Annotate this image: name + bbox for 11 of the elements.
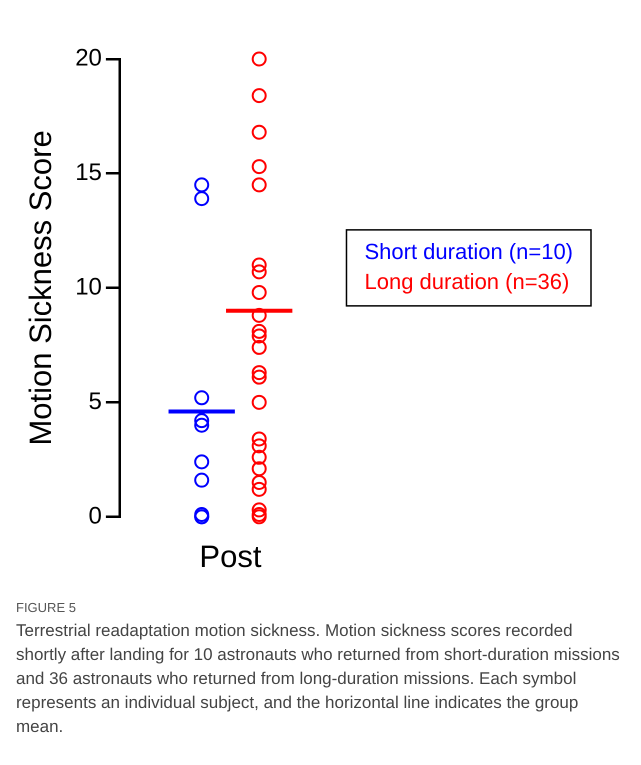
y-axis-title: Motion Sickness Score xyxy=(23,130,58,446)
caption: FIGURE 5 xyxy=(16,600,77,615)
text: Long duration (n=36) xyxy=(364,268,570,294)
y-tick-label: 15 xyxy=(75,159,102,186)
y-tick-label: 0 xyxy=(88,502,102,530)
y-tick-label: 20 xyxy=(75,44,102,72)
y-tick-label: 5 xyxy=(88,388,102,415)
text: Terrestrial readaptation motion sickness. Motion sickness scores recorded shortly after landing for 10 astronauts who returned from short-duration missions and 36 astronauts who returned from long-duration missions. Each symbol represents an individual subject, and the horizontal line indicates the group mean. xyxy=(16,620,621,738)
x-tick-label: Post xyxy=(199,538,262,574)
y-tick-label: 10 xyxy=(75,274,102,301)
text: Short duration (n=10) xyxy=(364,238,574,264)
